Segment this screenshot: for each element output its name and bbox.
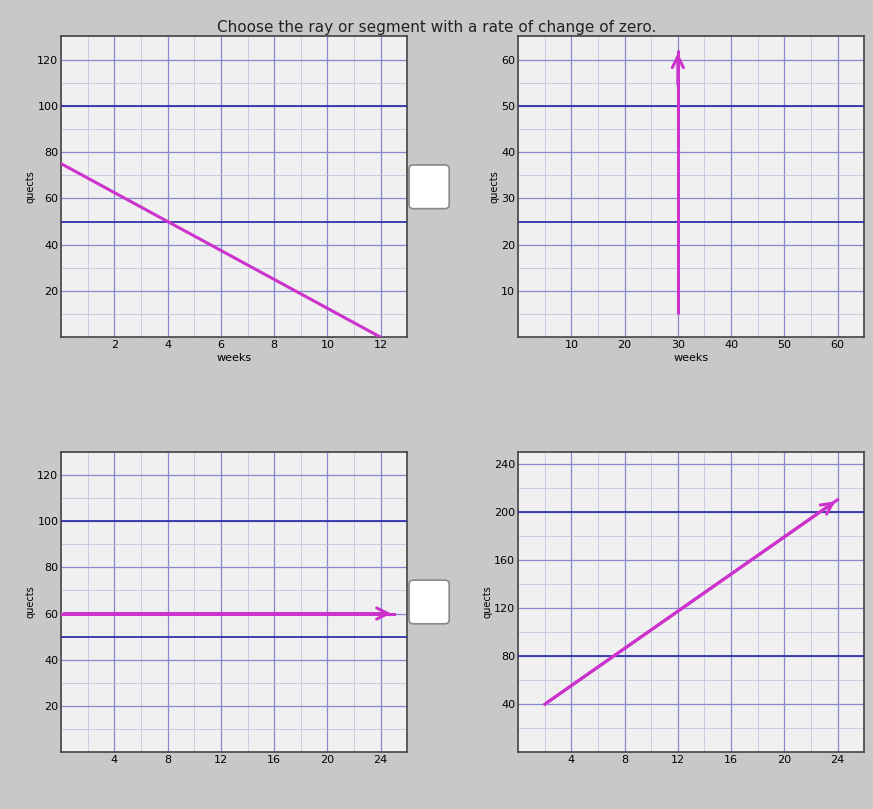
X-axis label: weeks: weeks — [217, 353, 251, 362]
X-axis label: weeks: weeks — [674, 353, 709, 362]
Y-axis label: quects: quects — [26, 586, 36, 618]
Y-axis label: quects: quects — [490, 171, 499, 203]
Y-axis label: quects: quects — [26, 171, 36, 203]
Y-axis label: quects: quects — [483, 586, 492, 618]
Text: Choose the ray or segment with a rate of change of zero.: Choose the ray or segment with a rate of… — [217, 20, 656, 36]
